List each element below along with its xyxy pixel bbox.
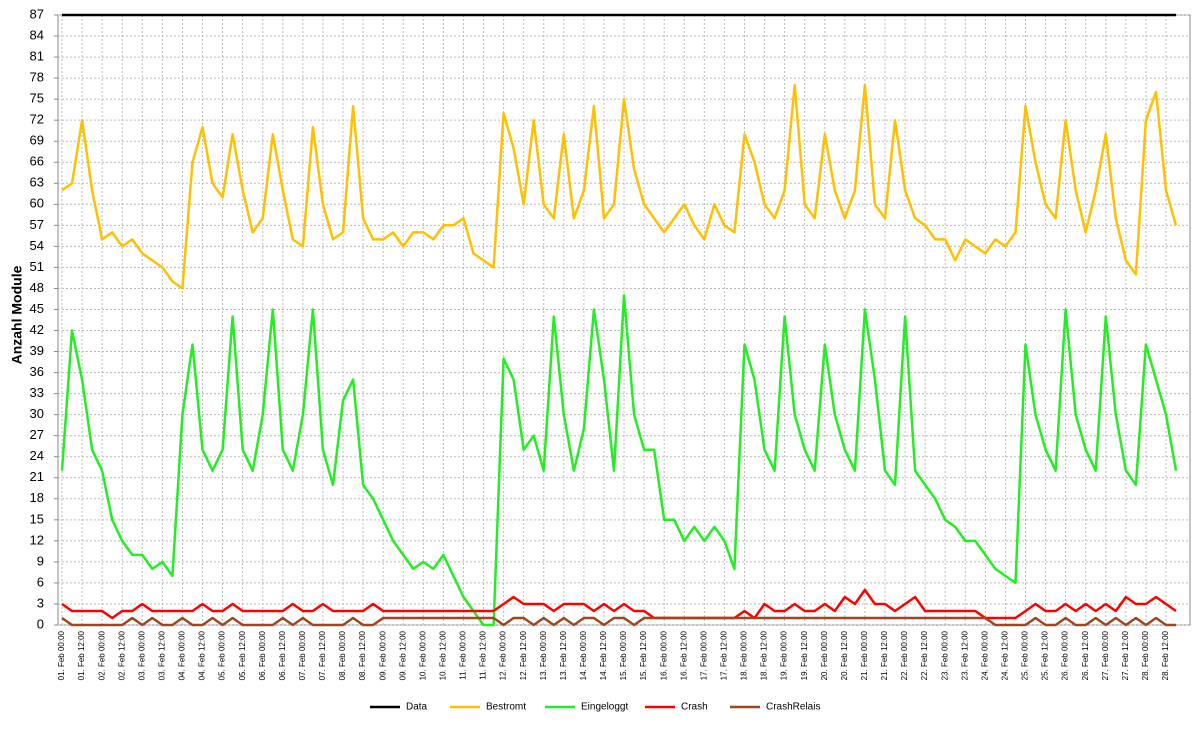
y-tick-label: 54 (30, 238, 44, 253)
x-tick-label: 06. Feb 12:00 (278, 630, 287, 680)
x-tick-label: 21. Feb 12:00 (880, 630, 889, 680)
x-tick-label: 15. Feb 00:00 (619, 630, 628, 680)
x-tick-label: 23. Feb 12:00 (960, 630, 969, 680)
series-line (61, 588, 1177, 620)
x-tick-label: 10. Feb 12:00 (438, 630, 447, 680)
y-tick-label: 27 (30, 427, 44, 442)
y-tick-label: 69 (30, 133, 44, 148)
series-line (61, 83, 1178, 290)
series-line (60, 294, 1178, 627)
x-tick-label: 27. Feb 12:00 (1121, 630, 1130, 680)
x-tick-label: 09. Feb 00:00 (378, 630, 387, 680)
x-tick-label: 28. Feb 12:00 (1161, 630, 1170, 680)
legend-label: Data (406, 702, 428, 713)
y-tick-label: 12 (30, 532, 44, 547)
y-tick-label: 57 (30, 217, 44, 232)
x-tick-label: 04. Feb 12:00 (198, 630, 207, 680)
x-tick-label: 04. Feb 00:00 (178, 630, 187, 680)
y-tick-label: 9 (37, 553, 44, 568)
y-tick-label: 39 (30, 343, 44, 358)
x-tick-label: 08. Feb 00:00 (338, 630, 347, 680)
x-tick-label: 18. Feb 12:00 (760, 630, 769, 680)
x-tick-label: 26. Feb 12:00 (1081, 630, 1090, 680)
x-tick-label: 22. Feb 00:00 (900, 630, 909, 680)
x-tick-label: 23. Feb 00:00 (940, 630, 949, 680)
x-tick-label: 15. Feb 12:00 (639, 630, 648, 680)
y-tick-label: 63 (30, 175, 44, 190)
y-tick-label: 84 (30, 27, 44, 42)
y-tick-label: 60 (30, 196, 44, 211)
y-tick-label: 0 (37, 616, 44, 631)
x-tick-label: 03. Feb 12:00 (157, 630, 166, 680)
y-tick-label: 75 (30, 91, 44, 106)
x-tick-label: 01. Feb 00:00 (57, 630, 66, 680)
x-tick-label: 13. Feb 00:00 (539, 630, 548, 680)
y-tick-label: 51 (30, 259, 44, 274)
y-tick-label: 3 (37, 595, 44, 610)
y-tick-label: 48 (30, 280, 44, 295)
x-tick-label: 09. Feb 12:00 (398, 630, 407, 680)
x-tick-label: 10. Feb 00:00 (418, 630, 427, 680)
y-tick-label: 24 (30, 448, 44, 463)
x-tick-label: 19. Feb 00:00 (780, 630, 789, 680)
x-tick-label: 16. Feb 12:00 (679, 630, 688, 680)
y-tick-label: 18 (30, 490, 44, 505)
y-tick-label: 6 (37, 574, 44, 589)
x-tick-label: 14. Feb 00:00 (579, 630, 588, 680)
legend-label: Crash (681, 702, 708, 713)
x-tick-label: 21. Feb 00:00 (860, 630, 869, 680)
x-tick-label: 11. Feb 12:00 (479, 630, 488, 679)
x-tick-label: 14. Feb 12:00 (599, 630, 608, 680)
y-tick-label: 72 (30, 112, 44, 127)
x-tick-label: 03. Feb 00:00 (137, 630, 146, 680)
y-tick-label: 78 (30, 70, 44, 85)
x-tick-label: 25. Feb 12:00 (1041, 630, 1050, 680)
legend-label: Eingeloggt (581, 702, 628, 713)
x-tick-label: 20. Feb 00:00 (820, 630, 829, 680)
legend-label: Bestromt (486, 702, 526, 713)
y-tick-label: 87 (30, 6, 44, 21)
x-tick-label: 05. Feb 00:00 (218, 630, 227, 680)
x-tick-label: 18. Feb 00:00 (740, 630, 749, 680)
x-tick-label: 28. Feb 00:00 (1141, 630, 1150, 680)
x-tick-label: 19. Feb 12:00 (800, 630, 809, 680)
x-tick-label: 02. Feb 00:00 (97, 630, 106, 680)
y-axis-label: Anzahl Module (9, 265, 25, 364)
x-tick-label: 11. Feb 00:00 (459, 630, 468, 679)
x-tick-label: 07. Feb 00:00 (298, 630, 307, 680)
y-tick-label: 36 (30, 364, 44, 379)
x-tick-label: 12. Feb 00:00 (499, 630, 508, 680)
x-tick-label: 07. Feb 12:00 (318, 630, 327, 680)
x-tick-label: 16. Feb 00:00 (659, 630, 668, 680)
x-tick-label: 20. Feb 12:00 (840, 630, 849, 680)
x-tick-label: 22. Feb 12:00 (920, 630, 929, 680)
y-tick-label: 30 (30, 406, 44, 421)
x-tick-label: 24. Feb 00:00 (980, 630, 989, 680)
y-tick-label: 33 (30, 385, 44, 400)
y-tick-label: 21 (30, 469, 44, 484)
x-tick-label: 17. Feb 00:00 (699, 630, 708, 680)
y-tick-label: 45 (30, 301, 44, 316)
legend-label: CrashRelais (766, 702, 820, 713)
x-tick-label: 06. Feb 00:00 (258, 630, 267, 680)
y-tick-label: 66 (30, 154, 44, 169)
x-tick-label: 13. Feb 12:00 (559, 630, 568, 680)
x-tick-label: 08. Feb 12:00 (358, 630, 367, 680)
x-tick-label: 05. Feb 12:00 (238, 630, 247, 680)
x-tick-label: 25. Feb 00:00 (1021, 630, 1030, 680)
x-tick-label: 27. Feb 00:00 (1101, 630, 1110, 680)
x-tick-label: 17. Feb 12:00 (720, 630, 729, 680)
y-tick-label: 15 (30, 511, 44, 526)
x-tick-label: 24. Feb 12:00 (1001, 630, 1010, 680)
y-tick-label: 42 (30, 322, 44, 337)
x-tick-label: 01. Feb 12:00 (77, 630, 86, 680)
x-tick-label: 02. Feb 12:00 (117, 630, 126, 680)
y-tick-label: 81 (30, 49, 44, 64)
x-tick-label: 26. Feb 00:00 (1061, 630, 1070, 680)
series-line (61, 616, 1176, 627)
x-tick-label: 12. Feb 12:00 (519, 630, 528, 680)
